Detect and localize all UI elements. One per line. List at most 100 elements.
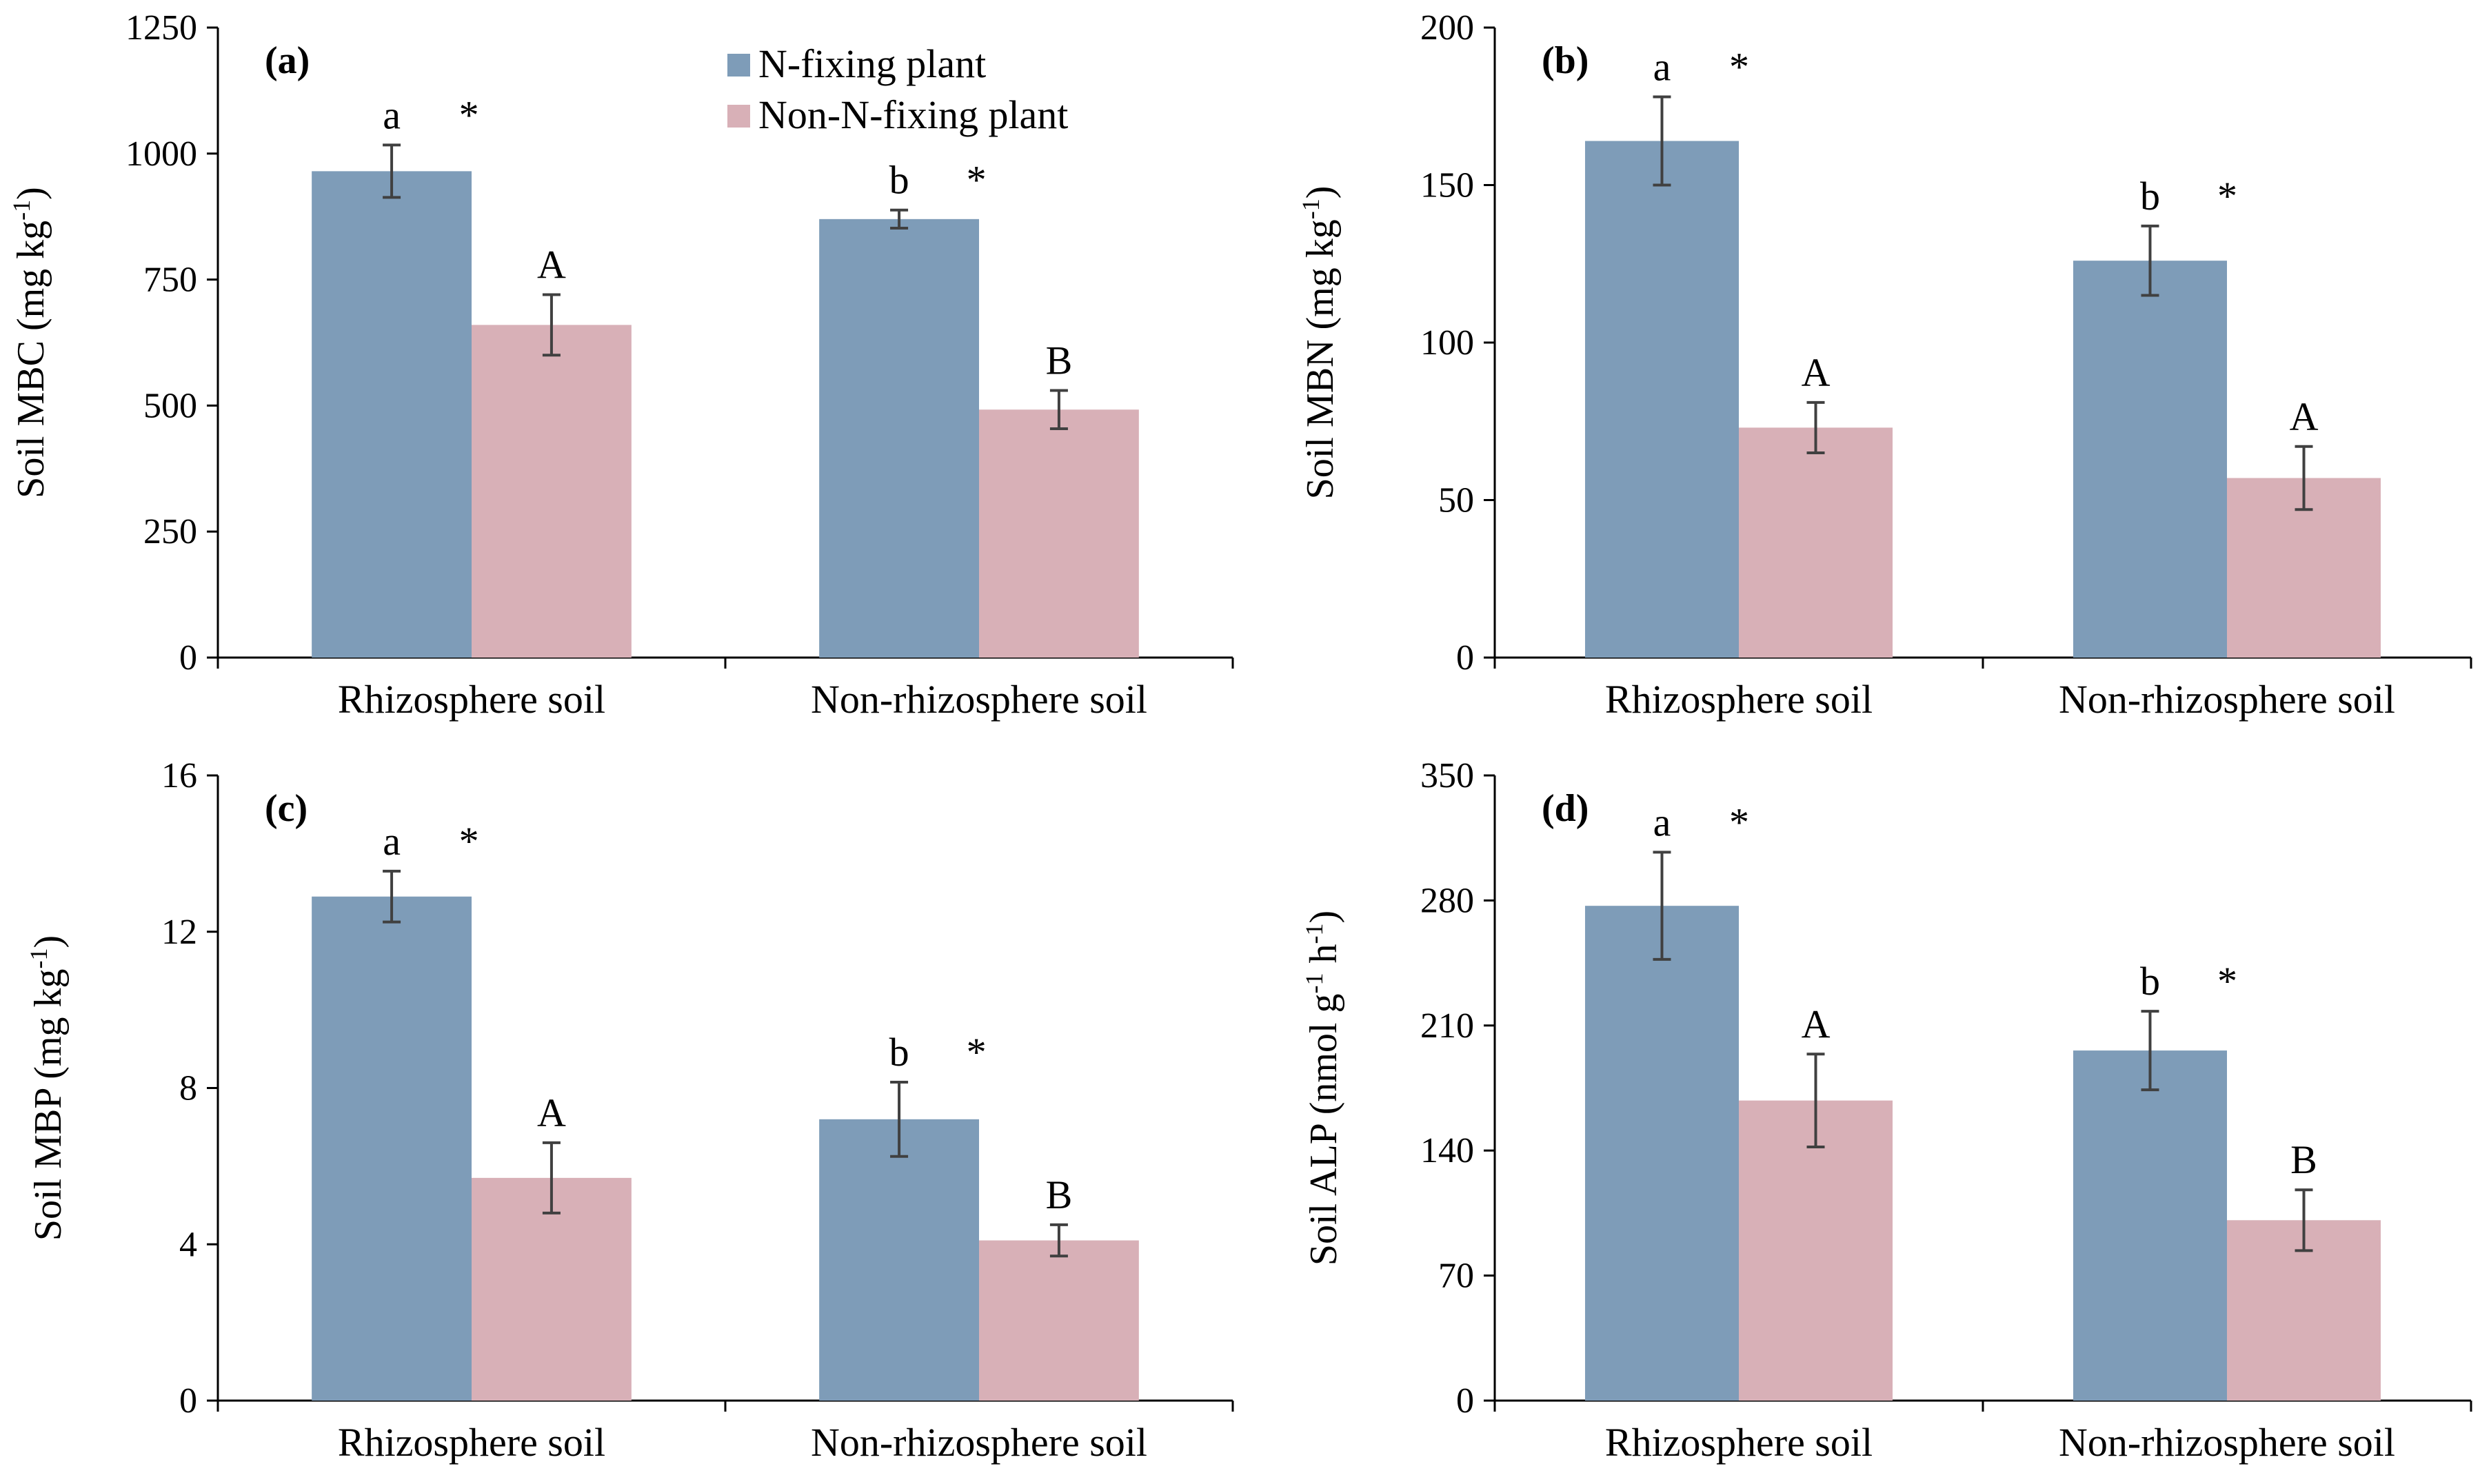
error-bar [1806, 400, 1825, 454]
panel-label: (b) [1542, 39, 1589, 82]
significance-letter: b [2140, 959, 2160, 1004]
y-tick-label: 200 [1420, 8, 1474, 48]
y-axis-title: Soil MBP (mg kg-1) [25, 935, 70, 1241]
error-bar [1049, 389, 1068, 431]
bar [1584, 906, 1739, 1401]
bar [819, 218, 979, 658]
y-axis-title-text: ) [1302, 911, 1345, 924]
bar [1739, 427, 1893, 658]
significance-star: * [459, 819, 479, 864]
panel-b: 0 50 100 150 200 Rhizosphere soil Non-rhizosph… [1297, 8, 2472, 722]
y-tick-label: 1000 [125, 134, 197, 174]
y-tick-label: 210 [1420, 1006, 1474, 1046]
error-bar [2141, 224, 2159, 297]
y-tick-label: 100 [1420, 323, 1474, 363]
significance-letter: B [1046, 1172, 1073, 1217]
panel-c: 0 4 8 12 16 Rhizosphere soil Non-rhizosphere s… [25, 756, 1234, 1465]
y-tick-label: 350 [1420, 756, 1474, 795]
y-axis-title-superscript: -1 [25, 948, 52, 968]
x-category-label: Non-rhizosphere soil [811, 677, 1147, 722]
y-tick-label: 70 [1438, 1257, 1474, 1296]
legend: N-fixing plant Non-N-fixing plant [727, 41, 1068, 137]
y-tick-label: 0 [179, 638, 197, 678]
panel-label: (c) [265, 787, 308, 830]
y-axis-title-text: Soil MBN (mg kg [1299, 219, 1342, 499]
panel-label: (d) [1542, 787, 1589, 830]
significance-star: * [2217, 174, 2237, 218]
x-category-label: Non-rhizosphere soil [811, 1420, 1147, 1465]
legend-swatch-n-fixing [727, 54, 750, 77]
error-bar [1806, 1053, 1825, 1149]
significance-star: * [967, 158, 987, 203]
error-bar [890, 1080, 909, 1158]
bar [1584, 141, 1739, 658]
bar [1739, 1100, 1893, 1401]
x-category-label: Rhizosphere soil [338, 1420, 605, 1465]
significance-letter: b [889, 1030, 909, 1075]
significance-letter: b [2140, 174, 2160, 218]
significance-star: * [1729, 45, 1749, 90]
error-bar [2141, 1010, 2159, 1092]
y-axis-title-text: h [1302, 944, 1345, 973]
legend-label-n-fixing: N-fixing plant [758, 41, 986, 86]
error-bar [890, 208, 909, 230]
significance-letter: a [1653, 45, 1671, 90]
y-axis-title-text: Soil MBP (mg kg [27, 968, 70, 1241]
significance-letter: B [1046, 338, 1073, 383]
error-bar [1653, 851, 1671, 961]
y-axis-title: Soil ALP (nmol g-1 h-1) [1300, 911, 1345, 1266]
y-tick-label: 150 [1420, 166, 1474, 205]
bar [819, 1119, 979, 1401]
x-category-label: Rhizosphere soil [1605, 1420, 1873, 1465]
y-tick-label: 16 [161, 756, 197, 795]
y-tick-label: 8 [179, 1069, 197, 1108]
panel-d: 0 70 140 210 280 350 Rhizosphere soil Non-rhizo… [1300, 756, 2472, 1465]
y-axis-title-superscript: -1 [1300, 973, 1328, 994]
y-axis-title-text: Soil ALP (nmol g [1302, 994, 1345, 1266]
error-bar [542, 1141, 561, 1214]
significance-letter: B [2290, 1137, 2317, 1182]
significance-letter: a [1653, 800, 1671, 844]
significance-star: * [459, 92, 479, 137]
significance-letter: b [889, 158, 909, 203]
error-bar [383, 143, 401, 199]
error-bar [1049, 1223, 1068, 1258]
y-axis-title-text: Soil MBC (mg kg [10, 221, 52, 498]
error-bar [1653, 95, 1671, 187]
panel-a: 0 250 500 750 1000 1250 Rhizosphere soil Non-rh… [8, 8, 1234, 722]
y-tick-label: 0 [179, 1381, 197, 1421]
y-tick-label: 0 [1456, 638, 1474, 678]
legend-swatch-non-n-fixing [727, 105, 750, 128]
y-axis-title-superscript: -1 [1297, 199, 1324, 219]
bar [312, 171, 472, 658]
significance-letter: A [2290, 394, 2319, 439]
y-tick-label: 250 [143, 512, 197, 551]
error-bar [2295, 445, 2313, 511]
bar [312, 896, 472, 1401]
significance-star: * [1729, 800, 1749, 844]
y-tick-label: 500 [143, 386, 197, 425]
y-tick-label: 4 [179, 1225, 197, 1264]
y-tick-label: 750 [143, 261, 197, 300]
y-tick-label: 50 [1438, 481, 1474, 520]
significance-letter: A [537, 1090, 566, 1135]
y-tick-label: 280 [1420, 881, 1474, 920]
significance-letter: a [383, 92, 401, 137]
y-axis-title-superscript: -1 [8, 200, 35, 221]
y-tick-label: 140 [1420, 1131, 1474, 1170]
y-axis-title-text: ) [27, 935, 70, 948]
y-axis-title-text: ) [1299, 186, 1342, 199]
bar [472, 325, 632, 658]
y-tick-label: 1250 [125, 8, 197, 48]
x-category-label: Rhizosphere soil [1605, 677, 1873, 722]
significance-letter: A [1802, 350, 1831, 395]
bar [2073, 261, 2227, 658]
significance-star: * [2217, 959, 2237, 1004]
significance-star: * [967, 1030, 987, 1075]
y-axis-title: Soil MBN (mg kg-1) [1297, 186, 1342, 500]
legend-label-non-n-fixing: Non-N-fixing plant [758, 92, 1068, 137]
error-bar [2295, 1188, 2313, 1252]
error-bar [542, 293, 561, 357]
